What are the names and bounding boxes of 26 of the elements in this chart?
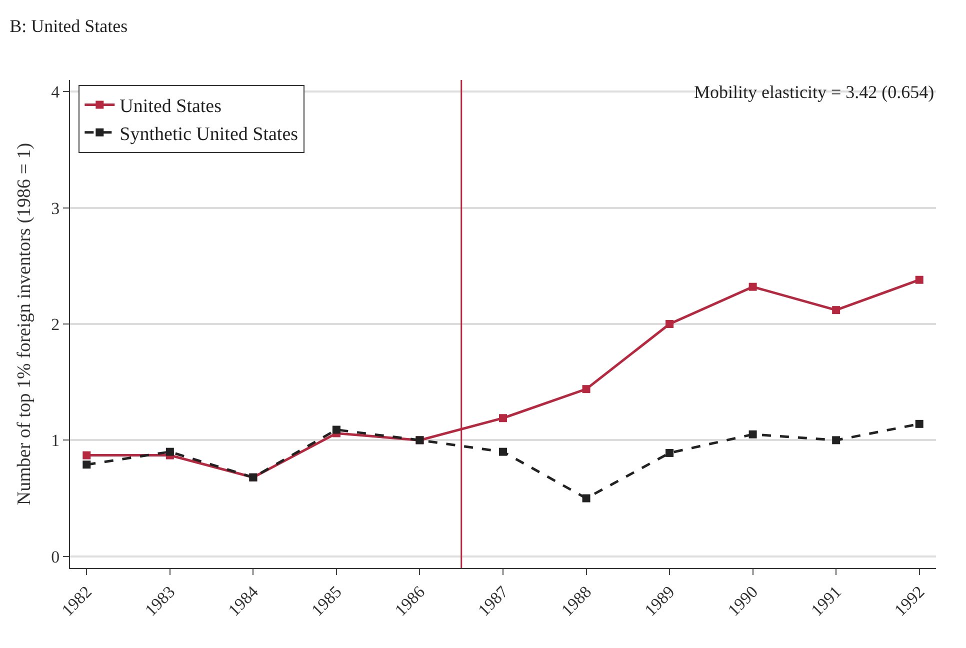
y-axis-title: Number of top 1% foreign inventors (1986 = 1) [14,142,35,506]
point [666,320,674,328]
point [582,385,590,394]
legend-label: United States [120,96,222,118]
y-tick-label: 1 [51,431,60,450]
point [82,451,91,460]
point [915,420,924,428]
point [582,494,590,502]
annotation: Mobility elasticity = 3.42 (0.654) [694,82,934,102]
point [832,436,840,444]
point [82,460,91,469]
point [499,414,507,422]
y-tick-label: 3 [51,198,60,218]
point [748,430,757,438]
point [332,426,340,434]
y-tick-label: 2 [51,314,60,334]
point [166,448,174,456]
legend-label: Synthetic United States [120,124,298,145]
chart-title: B: United States [10,16,128,36]
point [499,448,507,456]
point [832,306,840,314]
point [748,282,757,291]
y-tick-label: 4 [51,82,60,102]
y-tick-label: 0 [51,547,60,566]
point [915,276,924,284]
point [666,448,674,457]
